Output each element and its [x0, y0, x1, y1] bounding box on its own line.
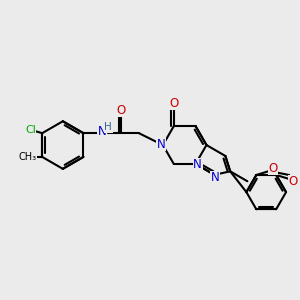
- Text: N: N: [157, 138, 165, 151]
- Text: N: N: [98, 125, 106, 138]
- Text: Cl: Cl: [25, 125, 36, 135]
- Text: O: O: [116, 104, 126, 117]
- Text: O: O: [288, 176, 298, 188]
- Text: N: N: [211, 171, 220, 184]
- Text: O: O: [169, 97, 178, 110]
- Text: CH₃: CH₃: [18, 152, 36, 162]
- Text: O: O: [268, 161, 278, 175]
- Text: N: N: [193, 158, 202, 171]
- Text: H: H: [104, 122, 112, 132]
